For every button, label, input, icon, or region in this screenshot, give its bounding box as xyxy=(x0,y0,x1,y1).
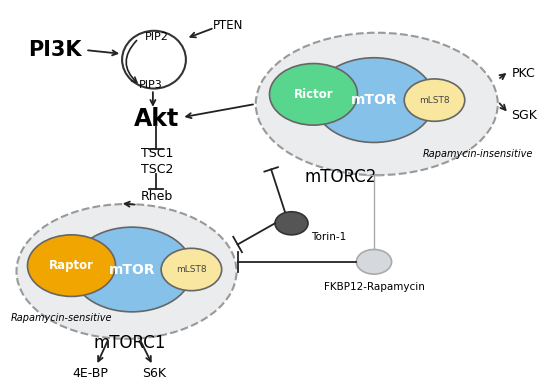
Ellipse shape xyxy=(122,31,186,89)
Text: PIP2: PIP2 xyxy=(145,32,169,42)
Circle shape xyxy=(161,248,222,291)
Text: PI3K: PI3K xyxy=(28,40,82,60)
Text: mTOR: mTOR xyxy=(351,93,397,107)
Text: TSC1
TSC2: TSC1 TSC2 xyxy=(141,147,173,176)
Circle shape xyxy=(72,227,192,312)
Text: PIP3: PIP3 xyxy=(139,80,163,90)
Circle shape xyxy=(314,58,435,142)
Ellipse shape xyxy=(16,204,236,339)
Text: PTEN: PTEN xyxy=(213,18,244,32)
Text: Rapamycin-sensitive: Rapamycin-sensitive xyxy=(11,313,113,323)
Text: Rapamycin-insensitive: Rapamycin-insensitive xyxy=(423,149,534,159)
Circle shape xyxy=(404,79,465,121)
Circle shape xyxy=(270,64,358,125)
Text: S6K: S6K xyxy=(142,367,166,380)
Text: Raptor: Raptor xyxy=(49,259,94,272)
Circle shape xyxy=(356,249,392,274)
Text: PKC: PKC xyxy=(512,67,535,80)
Text: mTORC1: mTORC1 xyxy=(93,335,166,352)
Circle shape xyxy=(275,212,308,235)
Text: mTOR: mTOR xyxy=(109,263,155,276)
Text: mLST8: mLST8 xyxy=(419,95,450,105)
Ellipse shape xyxy=(256,33,498,175)
Text: SGK: SGK xyxy=(512,109,537,122)
Text: FKBP12-Rapamycin: FKBP12-Rapamycin xyxy=(323,282,425,292)
Text: mTORC2: mTORC2 xyxy=(305,168,377,186)
Text: mLST8: mLST8 xyxy=(176,265,207,274)
Circle shape xyxy=(28,235,115,296)
Text: Rheb: Rheb xyxy=(141,190,173,203)
Text: 4E-BP: 4E-BP xyxy=(73,367,109,380)
Text: Akt: Akt xyxy=(134,107,179,131)
Text: Rictor: Rictor xyxy=(294,88,333,101)
Text: Torin-1: Torin-1 xyxy=(311,232,346,242)
